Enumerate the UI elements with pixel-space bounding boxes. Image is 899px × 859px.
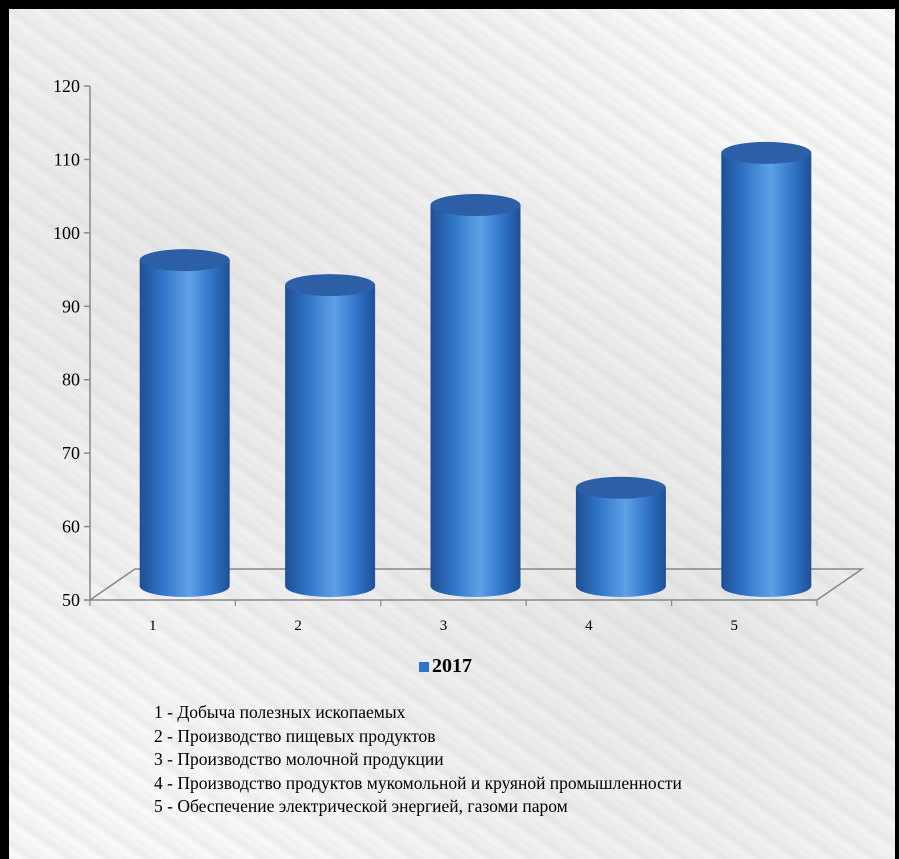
- bar-chart: 50 60 70 80 90 100 110 120 1 2 3 4 5: [53, 76, 865, 634]
- bar-4: [575, 487, 666, 597]
- note-4: 4 - Производство продуктов мукомольной и…: [154, 772, 682, 793]
- bar-1: [139, 260, 230, 597]
- note-3: 3 - Производство молочной продукции: [154, 749, 444, 769]
- x-tick-label: 3: [440, 618, 448, 634]
- legend-swatch: [419, 661, 429, 672]
- y-tick-label: 50: [62, 590, 80, 610]
- note-1: 1 - Добыча полезных ископаемых: [154, 702, 406, 722]
- note-5: 5 - Обеспечение электрической энергией, …: [154, 796, 568, 816]
- y-tick-label: 100: [53, 223, 80, 243]
- y-tick-label: 80: [62, 370, 80, 390]
- bar-top-2: [285, 274, 376, 297]
- chart-floor: [87, 568, 865, 601]
- bar-top-1: [139, 249, 230, 272]
- legend: 2017: [419, 655, 472, 678]
- x-tick-label: 2: [294, 618, 302, 634]
- category-notes: 1 - Добыча полезных ископаемых 2 - Произ…: [154, 701, 682, 819]
- y-tick-label: 70: [62, 443, 80, 463]
- x-tick-label: 4: [585, 618, 593, 634]
- x-tick-label: 5: [731, 618, 739, 634]
- y-tick-label: 110: [54, 149, 80, 169]
- x-tick-label: 1: [149, 618, 157, 634]
- note-2: 2 - Производство пищевых продуктов: [154, 725, 436, 746]
- bar-3: [430, 205, 521, 597]
- bar-top-3: [430, 194, 521, 217]
- y-tick-label: 60: [62, 517, 80, 537]
- bar-top-5: [721, 141, 812, 164]
- y-tick-label: 120: [53, 76, 80, 96]
- bar-top-4: [575, 476, 666, 499]
- bar-5: [721, 152, 812, 597]
- y-tick-label: 90: [62, 296, 80, 316]
- bar-2: [285, 285, 376, 597]
- legend-label: 2017: [432, 655, 472, 677]
